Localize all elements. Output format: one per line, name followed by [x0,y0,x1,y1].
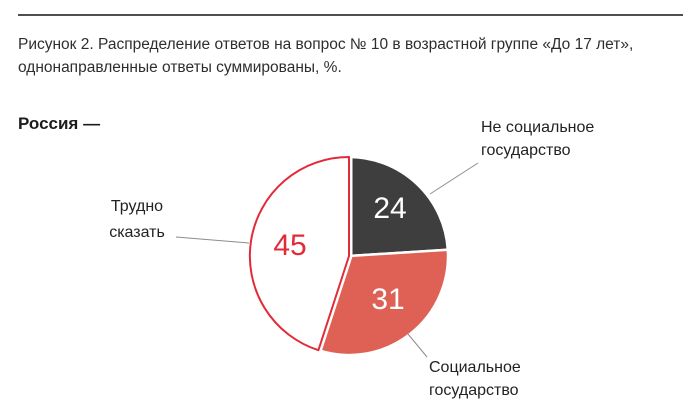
pie-slice-0 [347,155,450,258]
region-label: Россия — [18,114,101,133]
slice-label-hard-to-say-line1: Трудно [110,198,164,215]
pie-slices-group [246,153,450,357]
pie-value-social: 31 [371,283,405,316]
slice-label-not-social: Не социальное государство [481,116,594,162]
leader-line-hard-to-say [175,236,250,244]
pie-slice-1 [317,248,450,357]
leader-lines [175,162,479,358]
pie-value-hard-to-say: 45 [273,229,307,262]
slice-label-social-line2: государство [429,382,519,399]
figure-caption: Рисунок 2. Распределение ответов на вопр… [18,33,690,79]
pie-value-not-social: 24 [373,192,407,225]
figure-caption-line2: однонаправленные ответы суммированы, %. [18,59,342,76]
slice-label-hard-to-say: Трудно сказать [93,194,181,246]
top-divider-rule [18,14,683,16]
pie-slice-2 [248,155,350,352]
figure-caption-line1: Рисунок 2. Распределение ответов на вопр… [18,36,634,53]
slice-label-not-social-line1: Не социальное [481,119,595,136]
slice-label-social-line1: Социальное [429,359,521,376]
slice-label-hard-to-say-line2: сказать [109,224,165,241]
slice-label-not-social-line2: государство [481,142,571,159]
leader-line-social [407,333,428,358]
leader-line-not-social [429,162,479,195]
slice-label-social: Социальное государство [429,356,521,402]
